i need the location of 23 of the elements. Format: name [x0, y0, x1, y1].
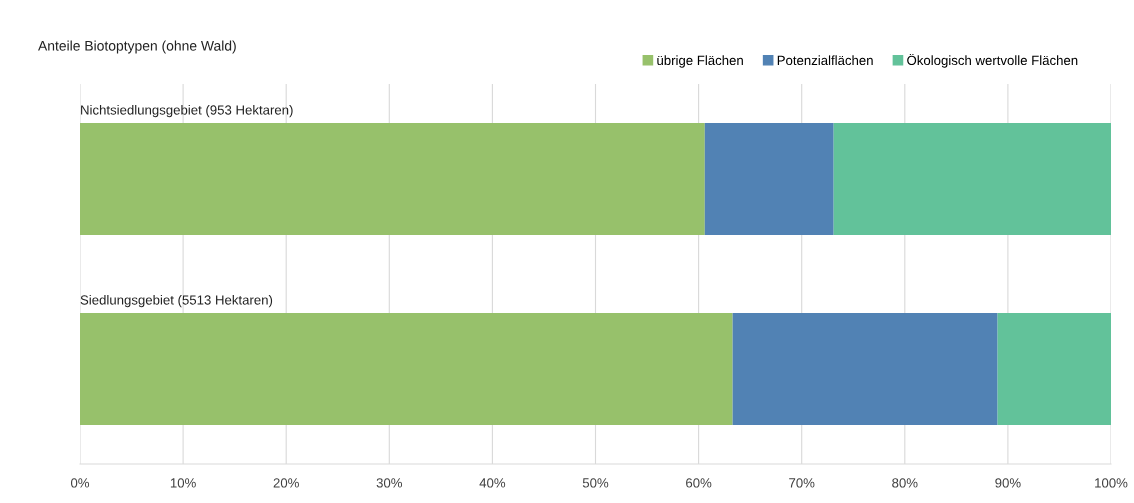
x-tick-label: 0%: [70, 478, 90, 488]
legend-label: Potenzialflächen: [777, 55, 873, 66]
bar: [997, 312, 1111, 426]
bar: [833, 122, 1111, 236]
x-tick-label: 20%: [273, 478, 299, 488]
bar: [80, 122, 705, 236]
bar: [732, 312, 998, 426]
x-tick-label: 80%: [892, 478, 918, 488]
x-tick-label: 10%: [170, 478, 196, 488]
y-tick-label: Siedlungsgebiet (5513 Hektaren): [80, 294, 273, 308]
bar: [80, 312, 733, 426]
x-tick-label: 90%: [995, 478, 1021, 488]
x-tick-label: 50%: [582, 478, 609, 488]
legend-label: Ökologisch wertvolle Flächen: [907, 53, 1078, 68]
x-tick-label: 40%: [479, 478, 506, 488]
y-tick-label: Nichtsiedlungsgebiet (953 Hektaren): [81, 104, 293, 118]
legend-label: übrige Flächen: [657, 55, 743, 68]
bar: [704, 122, 834, 236]
chart-title: Anteile Biotoptypen (ohne Wald): [38, 40, 236, 54]
x-tick-label: 70%: [789, 478, 815, 488]
x-tick-label: 60%: [686, 478, 712, 488]
x-tick-label: 100%: [1095, 478, 1128, 488]
x-tick-label: 30%: [376, 478, 403, 488]
